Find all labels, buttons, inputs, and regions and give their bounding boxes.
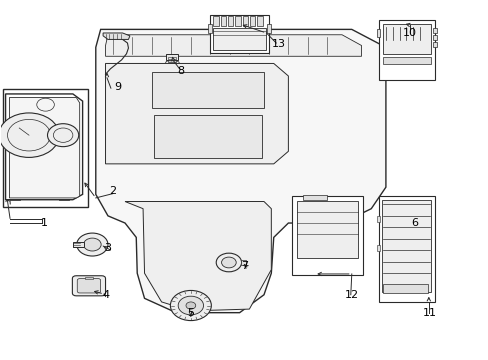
Text: 1: 1 (41, 218, 48, 228)
Bar (73, 242, 83, 247)
Text: 13: 13 (271, 39, 285, 49)
Bar (378, 21, 434, 80)
Bar (376, 216, 379, 222)
Polygon shape (96, 30, 385, 313)
Bar (303, 195, 327, 200)
Circle shape (77, 233, 108, 256)
Circle shape (47, 124, 79, 147)
FancyBboxPatch shape (77, 279, 101, 293)
Polygon shape (5, 94, 82, 200)
Bar (59, 197, 69, 201)
Bar (220, 16, 225, 26)
Bar (210, 15, 268, 53)
Bar (376, 30, 379, 37)
Circle shape (0, 113, 59, 157)
Bar (376, 244, 379, 251)
Bar (213, 28, 265, 50)
Text: 6: 6 (411, 218, 418, 228)
Circle shape (170, 291, 211, 320)
Text: 9: 9 (114, 82, 121, 92)
Polygon shape (9, 98, 80, 198)
Bar (432, 35, 436, 40)
Bar (382, 57, 430, 64)
Bar (15, 95, 27, 98)
Circle shape (221, 257, 236, 268)
Bar (267, 24, 271, 33)
Bar (297, 201, 357, 258)
FancyBboxPatch shape (72, 276, 105, 296)
Text: 4: 4 (102, 290, 109, 300)
Circle shape (405, 220, 424, 234)
Bar (227, 16, 233, 26)
Text: 8: 8 (177, 66, 184, 76)
Bar (432, 28, 436, 33)
Bar (152, 72, 264, 108)
Circle shape (400, 216, 429, 237)
Circle shape (216, 253, 241, 272)
Text: 7: 7 (241, 261, 247, 271)
Circle shape (178, 296, 203, 315)
Text: 3: 3 (104, 243, 111, 253)
Bar (10, 197, 20, 201)
Polygon shape (125, 202, 271, 311)
Bar (242, 16, 247, 26)
Bar (382, 24, 430, 54)
Polygon shape (105, 63, 288, 164)
Bar (168, 57, 176, 59)
Text: 12: 12 (344, 290, 358, 300)
Bar (235, 16, 240, 26)
Bar (207, 24, 211, 33)
Circle shape (185, 302, 195, 309)
Text: 5: 5 (187, 308, 194, 318)
Bar (257, 16, 262, 26)
Bar (166, 54, 178, 60)
Bar (432, 42, 436, 47)
Bar (383, 284, 427, 293)
Circle shape (410, 224, 418, 229)
Bar (378, 196, 434, 302)
Bar (240, 260, 246, 265)
Circle shape (83, 238, 101, 251)
Bar (154, 116, 261, 158)
Bar (382, 200, 430, 292)
Text: 11: 11 (422, 308, 436, 318)
Text: 10: 10 (403, 28, 416, 38)
Bar (35, 95, 47, 98)
Polygon shape (105, 35, 361, 56)
Polygon shape (103, 33, 130, 40)
Bar (292, 196, 362, 275)
Bar (3, 89, 88, 207)
Bar (168, 59, 176, 62)
Text: 2: 2 (109, 186, 116, 196)
Bar (249, 16, 255, 26)
Bar (84, 277, 93, 279)
Bar (213, 16, 218, 26)
